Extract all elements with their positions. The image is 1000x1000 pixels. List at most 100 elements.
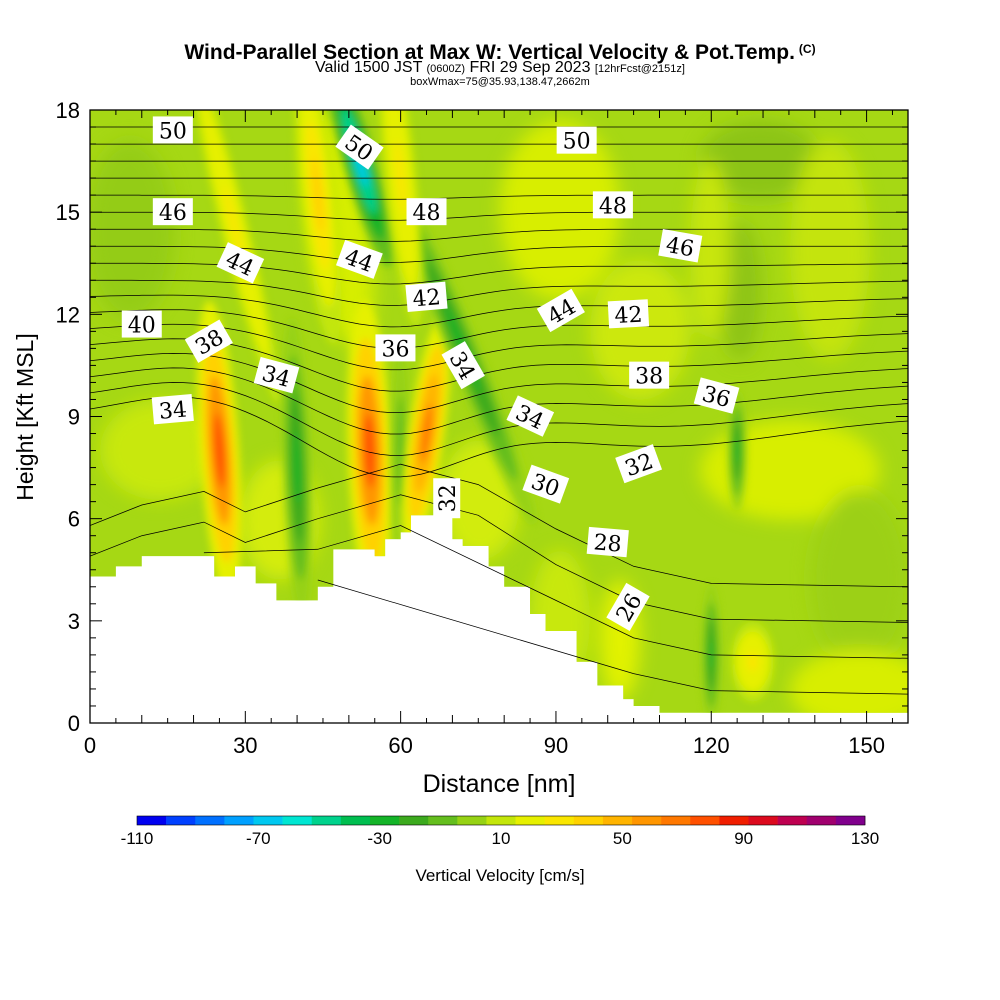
theta-label: 32 bbox=[433, 478, 461, 519]
theta-label-bg bbox=[433, 478, 461, 519]
colorbar-cell bbox=[835, 816, 866, 825]
theta-label: 44 bbox=[335, 239, 383, 279]
y-tick-label: 9 bbox=[68, 405, 80, 430]
theta-label-bg bbox=[151, 393, 194, 425]
colorbar-cell bbox=[544, 816, 575, 825]
theta-contour bbox=[90, 279, 908, 306]
theta-label-bg bbox=[152, 116, 193, 144]
forecast-info: [12hrFcst@2151z] bbox=[594, 63, 685, 75]
theta-label: 38 bbox=[629, 361, 670, 390]
colorbar-cell bbox=[166, 816, 196, 825]
velocity-band bbox=[747, 651, 759, 672]
theta-label-bg bbox=[615, 444, 663, 484]
colorbar: -110 -70 -30 10 50 90 130 Vertical Velocity [c… bbox=[121, 815, 880, 885]
theta-contour bbox=[90, 396, 908, 478]
x-tick-label: 120 bbox=[693, 733, 730, 758]
velocity-feature bbox=[402, 314, 451, 553]
colorbar-frame bbox=[136, 815, 866, 826]
colorbar-cell bbox=[690, 816, 720, 825]
theta-label-text: 42 bbox=[412, 285, 442, 312]
colorbar-cell bbox=[340, 816, 371, 825]
colorbar-cell bbox=[806, 816, 837, 825]
theta-label: 42 bbox=[405, 281, 448, 312]
theta-label-bg bbox=[375, 334, 416, 362]
x-axis-label: Distance [nm] bbox=[423, 770, 576, 798]
theta-label-text: 48 bbox=[599, 194, 627, 219]
colorbar-cell bbox=[486, 816, 516, 825]
theta-label-text: 50 bbox=[563, 130, 591, 155]
theta-label: 40 bbox=[121, 310, 162, 339]
x-tick-label: 150 bbox=[848, 733, 885, 758]
theta-contour bbox=[90, 494, 908, 623]
x-tick-label: 0 bbox=[84, 733, 96, 758]
theta-contour bbox=[90, 353, 908, 413]
velocity-band bbox=[398, 423, 403, 479]
theta-contour bbox=[90, 211, 908, 221]
theta-contour bbox=[90, 463, 908, 588]
theta-contour bbox=[90, 294, 908, 328]
theta-label: 30 bbox=[522, 464, 570, 504]
theta-label-bg bbox=[335, 124, 384, 170]
theta-label-text: 36 bbox=[381, 337, 409, 362]
theta-label-text: 38 bbox=[635, 365, 663, 390]
copyright-mark: (C) bbox=[798, 42, 816, 56]
colorbar-tick-label: 10 bbox=[492, 829, 511, 848]
colorbar-cell bbox=[428, 816, 458, 825]
theta-contour bbox=[90, 309, 908, 349]
theta-label-bg bbox=[586, 526, 629, 558]
colorbar-cell bbox=[224, 816, 254, 825]
colorbar-ticks: -110 -70 -30 10 50 90 130 bbox=[121, 829, 880, 848]
theta-label-text: 32 bbox=[436, 484, 461, 512]
colorbar-cell bbox=[515, 816, 545, 825]
theta-label-text: 46 bbox=[664, 233, 696, 262]
colorbar-tick-label: -70 bbox=[246, 829, 271, 848]
theta-label: 46 bbox=[658, 228, 703, 263]
theta-label-text: 34 bbox=[158, 398, 188, 425]
colorbar-cell bbox=[457, 816, 487, 825]
theta-label-bg bbox=[405, 281, 448, 312]
valid-date: FRI 29 Sep 2023 bbox=[469, 59, 591, 76]
x-tick-label: 90 bbox=[544, 733, 568, 758]
colorbar-cell bbox=[369, 816, 400, 825]
theta-label-bg bbox=[121, 310, 162, 338]
colorbar-cell bbox=[253, 816, 283, 825]
velocity-band bbox=[734, 435, 740, 466]
theta-label-bg bbox=[216, 242, 265, 284]
theta-label-text: 46 bbox=[159, 201, 187, 226]
colorbar-cell bbox=[137, 816, 167, 825]
colorbar-cell bbox=[719, 816, 749, 825]
theta-label: 46 bbox=[152, 198, 193, 226]
theta-label: 34 bbox=[151, 393, 194, 425]
colorbar-tick-label: 130 bbox=[851, 829, 879, 848]
theta-label: 36 bbox=[375, 334, 416, 362]
y-axis-label: Height [Kft MSL] bbox=[12, 333, 38, 500]
colorbar-cell bbox=[399, 816, 429, 825]
velocity-feature bbox=[196, 300, 242, 601]
theta-label-bg bbox=[658, 228, 703, 263]
velocity-band bbox=[293, 430, 301, 506]
colorbar-tick-label: -110 bbox=[121, 829, 154, 848]
theta-label: 50 bbox=[556, 126, 597, 155]
box-info: boxWmax=75@35.93,138.47,2662m bbox=[410, 76, 590, 88]
colorbar-cell bbox=[777, 816, 808, 825]
theta-label-text: 40 bbox=[128, 314, 156, 339]
theta-label-bg bbox=[607, 299, 650, 329]
colorbar-tick-label: 50 bbox=[613, 829, 632, 848]
theta-label-bg bbox=[506, 395, 555, 437]
theta-label-text: 28 bbox=[593, 530, 623, 557]
chart-title: Wind-Parallel Section at Max W: Vertical… bbox=[0, 37, 1000, 65]
colorbar-cell bbox=[573, 816, 604, 825]
y-tick-label: 12 bbox=[56, 302, 80, 327]
theta-label-bg bbox=[441, 341, 485, 390]
velocity-feature bbox=[728, 390, 747, 511]
colorbar-cell bbox=[661, 816, 691, 825]
theta-label-bg bbox=[335, 239, 383, 279]
colorbar-label: Vertical Velocity [cm/s] bbox=[415, 866, 584, 885]
theta-label: 50 bbox=[152, 116, 193, 144]
theta-label-bg bbox=[556, 126, 597, 154]
